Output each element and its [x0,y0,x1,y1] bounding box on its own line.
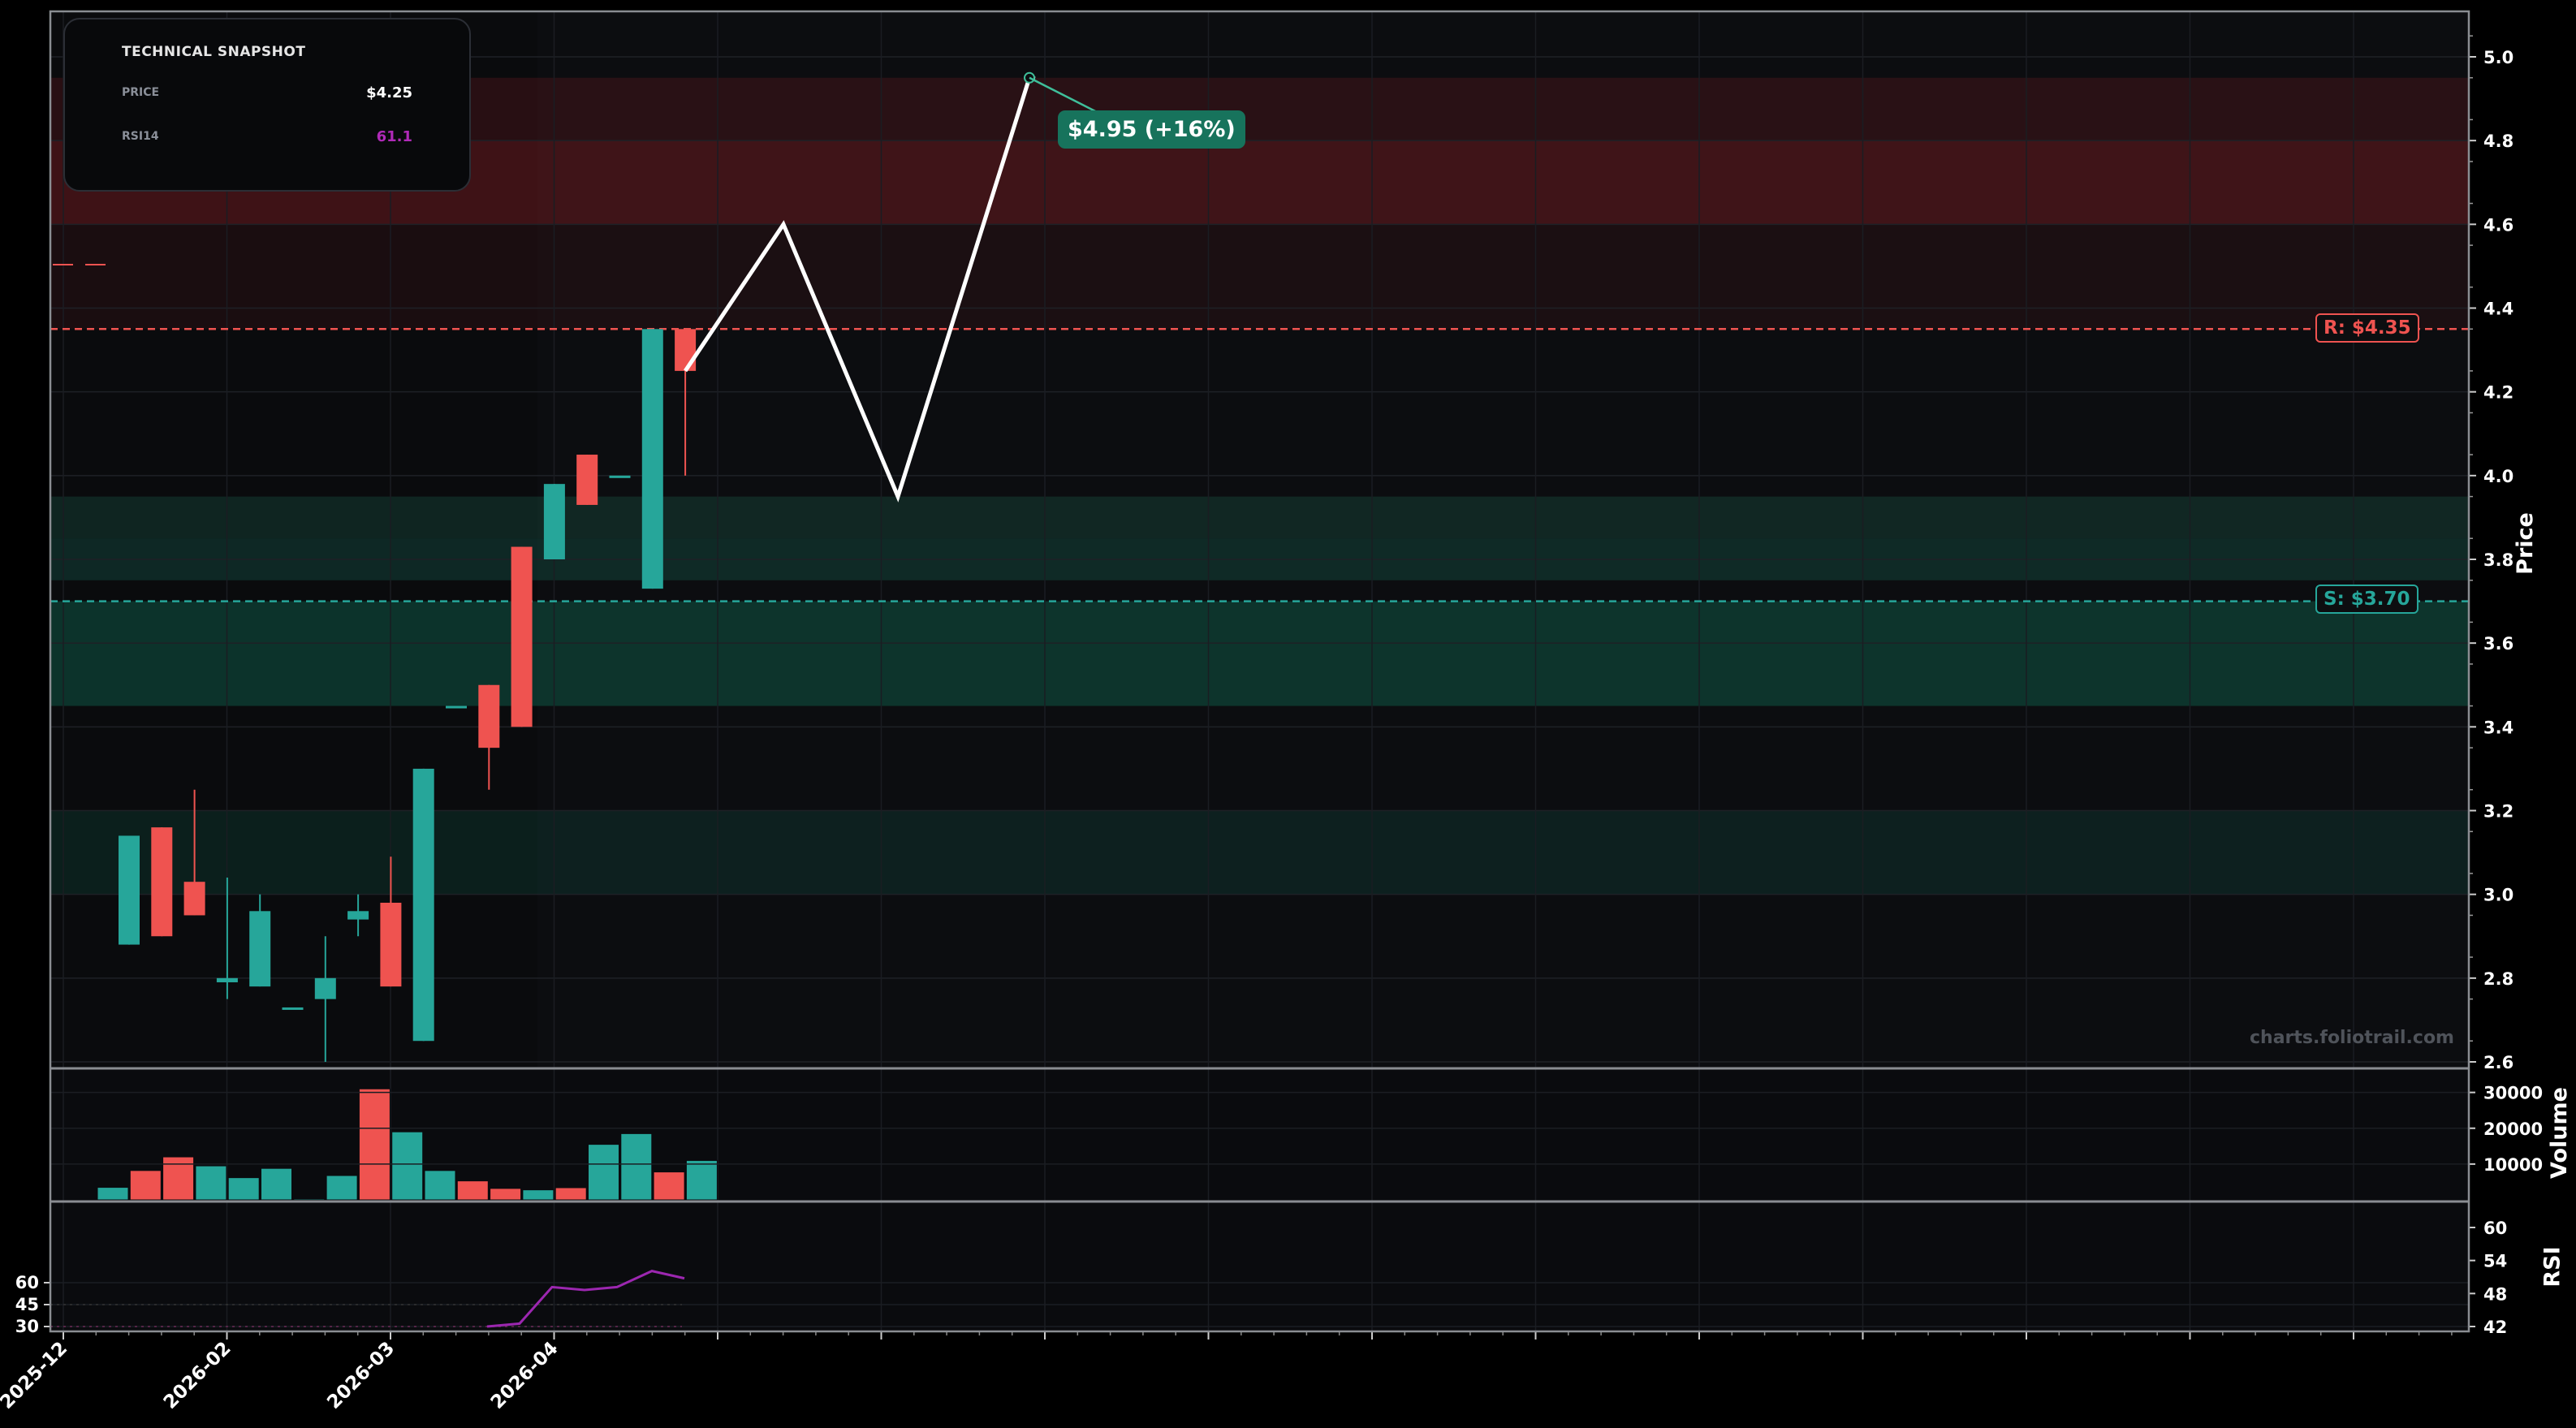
volume-bar [490,1188,522,1201]
price-tick-label: 3.0 [2483,886,2513,905]
rsi-right-tick-label: 54 [2483,1252,2507,1271]
target-label: $4.95 (+16%) [1058,110,1245,149]
price-tick-label: 3.4 [2483,718,2513,737]
volume-bar [685,1159,718,1201]
price-tick-label: 4.4 [2483,300,2513,319]
resistance-label: R: $4.35 [2315,313,2419,343]
rsi-right-tick-label: 48 [2483,1284,2507,1304]
rsi-left-tick-label: 30 [15,1317,39,1336]
snapshot-price-value: $4.25 [366,84,412,101]
support-zone-upper [50,496,2469,539]
candle-body [282,1007,304,1010]
snapshot-rsi-value: 61.1 [376,128,412,145]
rsi-left-tick-label: 45 [15,1295,39,1314]
support-zone-core [50,601,2469,706]
candle-body [675,329,697,371]
price-tick-label: 4.0 [2483,467,2513,486]
candle-body [641,329,663,589]
rsi-right-tick-label: 60 [2483,1219,2507,1238]
volume-bar [391,1131,424,1201]
volume-tick-label: 10000 [2483,1155,2543,1175]
volume-bar [358,1088,390,1201]
rsi-right-tick-label: 42 [2483,1318,2507,1337]
snapshot-price-label: PRICE [122,86,160,99]
price-tick-label: 2.6 [2483,1053,2513,1072]
watermark: charts.foliotrail.com [2250,1028,2454,1048]
price-tick-label: 3.6 [2483,634,2513,654]
support-zone-band [50,601,2469,706]
price-tick-label: 5.0 [2483,48,2513,67]
candle-body [119,835,140,945]
volume-bar [227,1177,260,1201]
candle-body [478,684,500,749]
volume-axis-title: Volume [2546,1087,2572,1179]
rsi-left-tick-label: 60 [15,1273,39,1292]
support-zone-lower [50,810,2469,895]
snapshot-title: TECHNICAL SNAPSHOT [122,44,306,60]
volume-bar [522,1189,554,1201]
volume-bar [261,1167,292,1201]
candle-body [412,768,434,1042]
volume-bar [195,1165,227,1201]
candle-body [249,911,271,987]
candle-body [314,977,336,999]
price-tick-label: 3.8 [2483,550,2513,570]
price-tick-label: 4.6 [2483,215,2513,235]
volume-bar [620,1132,653,1201]
candle-body [347,911,369,920]
volume-bar [554,1187,587,1201]
candle-body [216,977,238,982]
price-tick-label: 2.8 [2483,969,2513,989]
support-label: S: $3.70 [2315,585,2419,614]
plot-border [49,10,2470,1333]
volume-bar [293,1198,326,1201]
technical-snapshot-panel: TECHNICAL SNAPSHOT PRICE $4.25 RSI14 61.… [63,18,471,192]
price-axis-title: Price [2512,512,2538,575]
volume-bar [97,1187,129,1201]
x-tick-label: 2025-12 [0,1338,71,1413]
price-tick-label: 4.8 [2483,132,2513,151]
candle-body [576,455,598,505]
volume-bar [326,1175,358,1201]
volume-bar [588,1144,619,1201]
rsi-line [486,1270,685,1328]
rsi-axis-title: RSI [2539,1246,2565,1288]
volume-tick-label: 30000 [2483,1084,2543,1103]
snapshot-rsi-label: RSI14 [122,130,159,143]
candle-body [380,902,402,987]
rsi-panel-bg [50,1202,2469,1331]
price-tick-label: 4.2 [2483,383,2513,403]
volume-bar [456,1180,489,1201]
candle-body [446,705,467,709]
volume-bar [424,1170,456,1201]
x-tick-label: 2026-02 [160,1338,235,1413]
resistance-zone-lower [50,224,2469,330]
x-tick-label: 2026-04 [487,1338,563,1413]
candle-body [511,546,533,727]
volume-tick-label: 20000 [2483,1120,2543,1139]
candle-body [609,475,631,478]
volume-bar [162,1156,195,1201]
projection-path [684,77,1032,503]
price-tick-label: 3.2 [2483,802,2513,822]
candle-body [183,882,205,916]
target-leader-line [1029,76,1101,115]
volume-bar [129,1170,162,1201]
x-tick-label: 2026-03 [323,1338,399,1413]
candle-body [543,484,565,559]
candle-body [151,827,173,937]
volume-bar [653,1171,685,1201]
